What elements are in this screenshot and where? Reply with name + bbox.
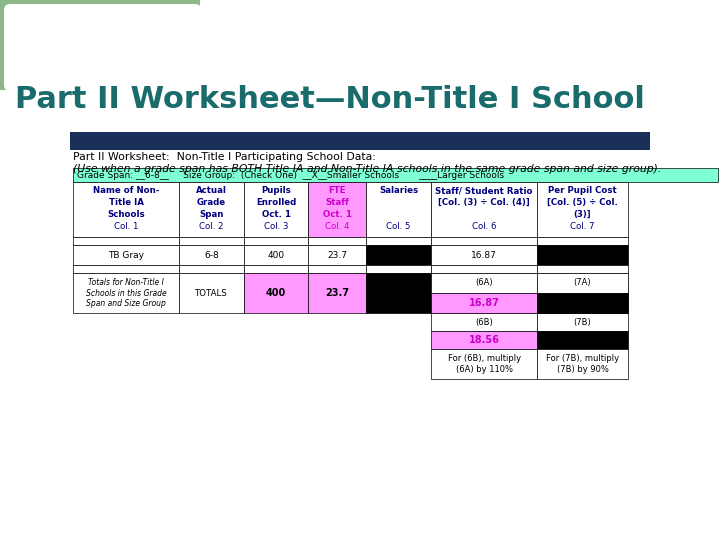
Text: Part II Worksheet:  Non-Title I Participating School Data:: Part II Worksheet: Non-Title I Participa… — [73, 152, 383, 162]
Text: 6-8: 6-8 — [204, 251, 219, 260]
Bar — [431, 349, 537, 379]
Bar — [244, 265, 308, 273]
Text: Col. 5: Col. 5 — [387, 222, 411, 231]
Bar — [73, 245, 179, 265]
Text: 23.7: 23.7 — [325, 288, 349, 298]
Bar — [308, 265, 366, 273]
Bar — [73, 273, 179, 313]
FancyBboxPatch shape — [4, 4, 201, 91]
Text: 400: 400 — [268, 251, 284, 260]
Text: Col. 1: Col. 1 — [114, 222, 138, 231]
Bar — [537, 265, 628, 273]
Bar — [73, 168, 718, 182]
Text: 16.87: 16.87 — [472, 251, 497, 260]
Bar — [73, 182, 179, 237]
Bar — [70, 132, 650, 150]
Text: Pupils
Enrolled
Oct. 1: Pupils Enrolled Oct. 1 — [256, 186, 297, 219]
Bar — [537, 245, 628, 265]
Bar — [179, 182, 244, 237]
Text: 400: 400 — [266, 288, 287, 298]
Bar — [431, 313, 537, 331]
Bar — [431, 245, 537, 265]
Bar — [431, 331, 537, 349]
Text: For (6B), multiply
(6A) by 110%: For (6B), multiply (6A) by 110% — [448, 354, 521, 374]
Bar — [244, 237, 308, 245]
Text: Grade Span: __6-8__     Size Group:  (Check One)  __X__Smaller Schools       ___: Grade Span: __6-8__ Size Group: (Check O… — [77, 171, 504, 179]
Text: TOTALS: TOTALS — [195, 288, 228, 298]
Bar — [366, 182, 431, 237]
Bar — [431, 265, 537, 273]
Text: Salaries: Salaries — [379, 186, 418, 195]
Bar — [366, 273, 431, 313]
Bar — [244, 182, 308, 237]
Text: 18.56: 18.56 — [469, 335, 500, 345]
Text: Col. 7: Col. 7 — [570, 222, 595, 231]
Text: (Use when a grade span has BOTH Title IA and Non-Title IA schools in the same gr: (Use when a grade span has BOTH Title IA… — [73, 164, 662, 174]
Text: Name of Non-
Title IA
Schools: Name of Non- Title IA Schools — [93, 186, 159, 219]
Bar — [537, 313, 628, 331]
Bar — [366, 237, 431, 245]
Bar — [431, 293, 537, 313]
Bar — [431, 273, 537, 293]
Bar — [308, 273, 366, 313]
Bar — [537, 237, 628, 245]
Bar — [537, 182, 628, 237]
Text: 16.87: 16.87 — [469, 298, 500, 308]
Text: Part II Worksheet—Non-Title I School: Part II Worksheet—Non-Title I School — [15, 85, 645, 114]
Text: For (7B), multiply
(7B) by 90%: For (7B), multiply (7B) by 90% — [546, 354, 619, 374]
Bar — [431, 237, 537, 245]
Bar — [537, 331, 628, 349]
Bar — [537, 293, 628, 313]
Bar — [179, 237, 244, 245]
Bar — [73, 237, 179, 245]
Text: Per Pupil Cost
[Col. (5) ÷ Col.
(3)]: Per Pupil Cost [Col. (5) ÷ Col. (3)] — [547, 186, 618, 219]
Text: FTE
Staff
Oct. 1: FTE Staff Oct. 1 — [323, 186, 352, 219]
Text: (7A): (7A) — [574, 279, 591, 287]
Bar — [0, 0, 200, 90]
Bar — [366, 245, 431, 265]
Bar — [537, 273, 628, 293]
Bar — [179, 245, 244, 265]
Text: Staff/ Student Ratio
[Col. (3) ÷ Col. (4)]: Staff/ Student Ratio [Col. (3) ÷ Col. (4… — [436, 186, 533, 207]
Text: Actual
Grade
Span: Actual Grade Span — [197, 186, 227, 219]
Text: Col. 3: Col. 3 — [264, 222, 289, 231]
Text: Col. 6: Col. 6 — [472, 222, 496, 231]
Bar — [308, 245, 366, 265]
Bar — [537, 349, 628, 379]
Bar — [431, 182, 537, 237]
Bar — [537, 273, 628, 313]
Text: (6B): (6B) — [475, 318, 493, 327]
Bar — [179, 265, 244, 273]
Bar — [366, 265, 431, 273]
Text: Col. 4: Col. 4 — [325, 222, 350, 231]
Bar — [244, 245, 308, 265]
Bar — [73, 265, 179, 273]
Bar — [308, 182, 366, 237]
Text: Totals for Non-Title I
Schools in this Grade
Span and Size Group: Totals for Non-Title I Schools in this G… — [86, 278, 166, 308]
Text: TB Gray: TB Gray — [108, 251, 144, 260]
Bar — [431, 273, 537, 313]
Bar — [308, 237, 366, 245]
Text: Col. 2: Col. 2 — [199, 222, 224, 231]
Text: 23.7: 23.7 — [328, 251, 348, 260]
Text: (7B): (7B) — [574, 318, 591, 327]
Text: (6A): (6A) — [475, 279, 493, 287]
Bar — [244, 273, 308, 313]
Bar — [179, 273, 244, 313]
